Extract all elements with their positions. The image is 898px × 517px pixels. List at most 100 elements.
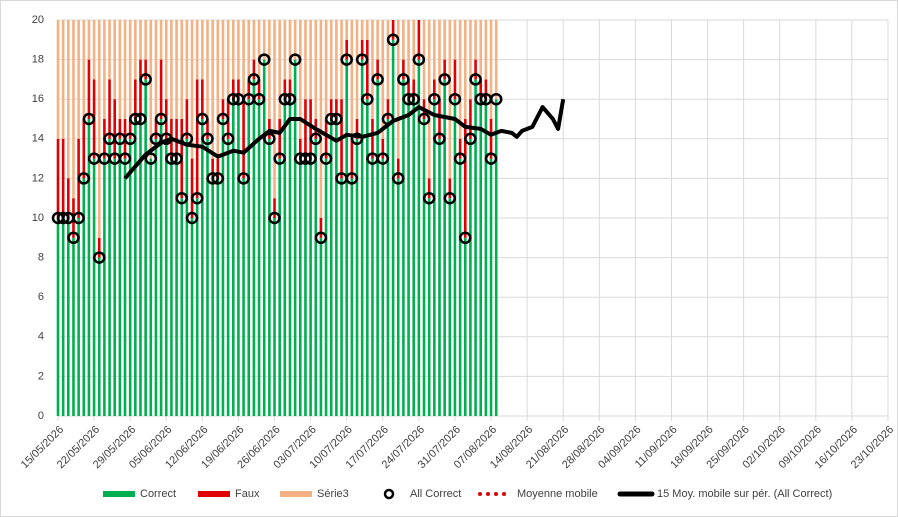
bar-segment bbox=[118, 138, 122, 417]
bar-segment bbox=[252, 59, 256, 80]
bar-segment bbox=[92, 20, 96, 80]
marker bbox=[170, 152, 183, 165]
bar-segment bbox=[87, 20, 91, 60]
bar-segment bbox=[195, 198, 199, 416]
bar-segment bbox=[144, 20, 147, 60]
bar-segment bbox=[314, 20, 318, 119]
bar-segment bbox=[252, 20, 256, 60]
bar-segment bbox=[159, 20, 163, 60]
bar-segment bbox=[144, 59, 147, 80]
bar-segment bbox=[211, 20, 214, 159]
bar-segment bbox=[154, 138, 158, 417]
legend-swatch bbox=[383, 488, 395, 500]
bar-segment bbox=[82, 20, 86, 119]
bar-segment bbox=[97, 237, 101, 258]
bar-segment bbox=[463, 237, 467, 416]
bar-segment bbox=[154, 119, 158, 139]
bar-segment bbox=[371, 119, 374, 159]
marker bbox=[263, 132, 276, 146]
bar-segment bbox=[108, 20, 111, 80]
bar-segment bbox=[381, 158, 385, 416]
bar-segment bbox=[319, 20, 323, 218]
bar-segment bbox=[226, 138, 230, 417]
bar-segment bbox=[268, 119, 271, 139]
bar-segment bbox=[278, 20, 281, 119]
bar-segment bbox=[97, 257, 101, 416]
bar-segment bbox=[92, 158, 96, 416]
marker bbox=[428, 92, 441, 106]
bar-segment bbox=[376, 20, 379, 60]
marker bbox=[464, 132, 477, 146]
bar-segment bbox=[257, 79, 261, 100]
bar-segment bbox=[123, 158, 127, 416]
y-tick-label: 10 bbox=[32, 212, 44, 224]
bar-segment bbox=[366, 39, 369, 100]
bar-segment bbox=[216, 178, 220, 416]
bar-segment bbox=[56, 138, 60, 218]
marker bbox=[314, 231, 328, 245]
marker bbox=[304, 152, 317, 165]
bar-segment bbox=[201, 20, 204, 80]
legend-swatch bbox=[103, 491, 135, 497]
bar-segment bbox=[412, 20, 416, 80]
bar-segment bbox=[252, 79, 256, 417]
bar-segment bbox=[257, 99, 261, 416]
marker bbox=[273, 152, 286, 165]
bar-segment bbox=[288, 20, 292, 80]
bar-segment bbox=[391, 20, 395, 40]
bar-segment bbox=[366, 20, 369, 40]
bar-segment bbox=[87, 119, 91, 416]
marker bbox=[252, 92, 266, 106]
marker bbox=[278, 92, 292, 106]
bar-segment bbox=[175, 20, 178, 119]
bar-segment bbox=[283, 79, 287, 100]
legend-item: Faux bbox=[198, 488, 260, 500]
bar-segment bbox=[283, 99, 287, 416]
marker bbox=[247, 73, 261, 86]
bar-segment bbox=[293, 59, 297, 416]
marker bbox=[350, 132, 364, 146]
bar-segment bbox=[355, 138, 359, 417]
marker bbox=[309, 132, 323, 146]
bar-segment bbox=[118, 20, 122, 119]
bar-segment bbox=[195, 20, 199, 80]
bar-segment bbox=[412, 99, 416, 416]
marker bbox=[129, 112, 142, 126]
bar-segment bbox=[386, 20, 390, 100]
bar-segment bbox=[201, 79, 204, 119]
bar-segment bbox=[273, 198, 276, 218]
bar-segment bbox=[453, 20, 457, 60]
legend-label: All Correct bbox=[410, 488, 461, 500]
bar-segment bbox=[463, 119, 467, 238]
bar-segment bbox=[180, 198, 184, 416]
bar-segment bbox=[67, 178, 70, 218]
marker bbox=[175, 191, 188, 205]
bar-segment bbox=[247, 79, 251, 100]
bar-segment bbox=[206, 138, 209, 417]
bar-segment bbox=[309, 20, 312, 100]
bar-segment bbox=[381, 138, 385, 159]
bar-segment bbox=[386, 99, 390, 119]
bar-segment bbox=[335, 99, 338, 119]
bar-segment bbox=[340, 178, 343, 416]
marker bbox=[288, 53, 302, 66]
bar-segment bbox=[469, 20, 472, 100]
bar-segment bbox=[298, 138, 302, 159]
bar-segment bbox=[417, 59, 421, 416]
marker bbox=[391, 172, 405, 185]
bar-segment bbox=[335, 20, 338, 100]
marker bbox=[165, 152, 178, 165]
bar-segment bbox=[469, 138, 472, 417]
bar-segment bbox=[159, 59, 163, 119]
bar-segment bbox=[72, 237, 75, 416]
bar-segment bbox=[335, 119, 338, 416]
marker bbox=[237, 172, 250, 185]
bar-segment bbox=[211, 178, 214, 416]
y-tick-label: 4 bbox=[38, 331, 44, 343]
bar-segment bbox=[139, 20, 142, 60]
bar-segment bbox=[87, 59, 91, 119]
bar-segment bbox=[407, 79, 410, 100]
marker bbox=[484, 152, 498, 165]
bar-segment bbox=[438, 99, 441, 139]
marker bbox=[139, 73, 152, 86]
